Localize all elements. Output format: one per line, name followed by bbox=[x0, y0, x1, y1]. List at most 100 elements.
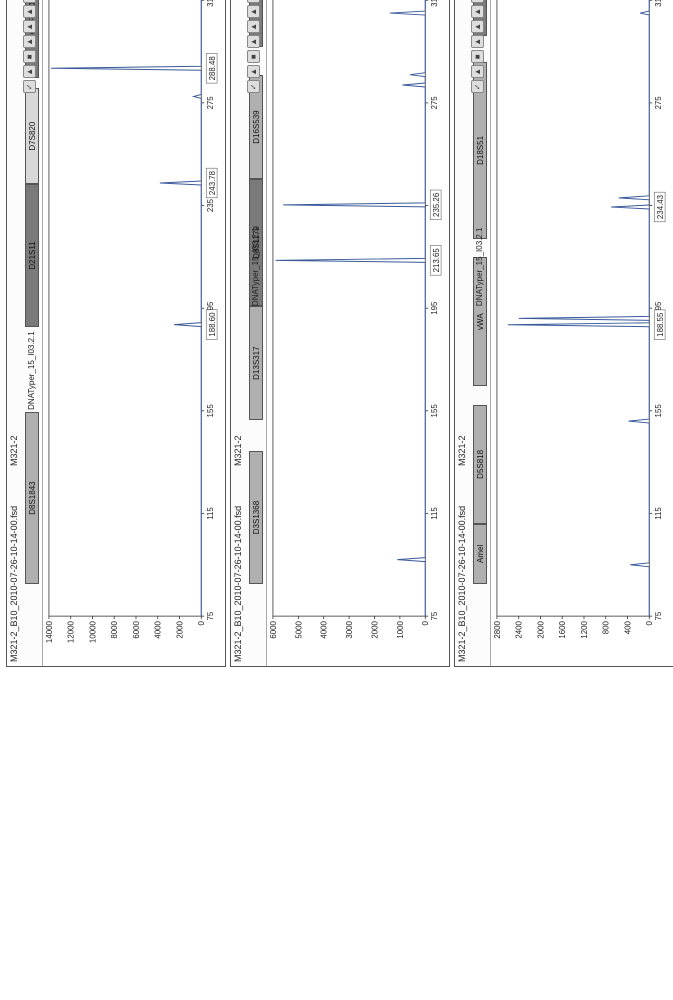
svg-text:400: 400 bbox=[623, 620, 632, 634]
plot-area[interactable]: 0400800120016002000240028007511515519523… bbox=[491, 0, 673, 666]
svg-text:288.48: 288.48 bbox=[208, 56, 217, 81]
toolbar-button[interactable]: ▲ bbox=[247, 65, 260, 78]
plot-area[interactable]: 0100020003000400050006000751151551952352… bbox=[267, 0, 449, 666]
svg-text:1200: 1200 bbox=[580, 620, 589, 638]
sample-id: M321-2 bbox=[9, 435, 19, 466]
panel: M321-2_B10_2010-07-26-10-14-00.fsd M321-2… bbox=[6, 0, 226, 667]
file-name: M321-2_B10_2010-07-26-10-14-00.fsd bbox=[233, 506, 243, 662]
locus-bar[interactable]: D8S1843 bbox=[25, 412, 39, 583]
svg-text:14000: 14000 bbox=[45, 620, 54, 643]
panel-header: M321-2_B10_2010-07-26-10-14-00.fsd M321-2… bbox=[7, 0, 43, 666]
plot-svg: 0 2000 4000 6000 8000 10000 12000 14000 75 115 155… bbox=[43, 0, 225, 666]
toolbar-button[interactable]: ▲ bbox=[23, 35, 36, 48]
plot-svg: 0400800120016002000240028007511515519523… bbox=[491, 0, 673, 666]
toolbar-button[interactable]: ✓ bbox=[247, 80, 260, 93]
svg-text:75: 75 bbox=[206, 611, 215, 620]
panel: M321-2_B10_2010-07-26-10-14-00.fsd M321-2… bbox=[454, 0, 673, 667]
method-name: DNATyper_15_I03.2.1 bbox=[473, 228, 487, 307]
toolbar-button[interactable]: ✓ bbox=[471, 80, 484, 93]
svg-text:155: 155 bbox=[654, 404, 663, 418]
panel-header: M321-2_B10_2010-07-26-10-14-00.fsd M321-2… bbox=[455, 0, 491, 666]
toolbar-button[interactable]: ▲ bbox=[23, 0, 36, 3]
svg-text:275: 275 bbox=[206, 96, 215, 110]
svg-text:5000: 5000 bbox=[294, 620, 303, 638]
svg-text:234.43: 234.43 bbox=[656, 194, 665, 219]
locus-bar[interactable]: D7S820 bbox=[25, 88, 39, 184]
panel-header: M321-2_B10_2010-07-26-10-14-00.fsd M321-2… bbox=[231, 0, 267, 666]
svg-text:10000: 10000 bbox=[88, 620, 97, 643]
svg-text:315: 315 bbox=[206, 0, 215, 7]
panel: M321-2_B10_2010-07-26-10-14-00.fsd M321-2… bbox=[230, 0, 450, 667]
svg-text:315: 315 bbox=[654, 0, 663, 7]
svg-text:188.55: 188.55 bbox=[656, 312, 665, 337]
svg-text:4000: 4000 bbox=[154, 620, 163, 638]
file-name: M321-2_B10_2010-07-26-10-14-00.fsd bbox=[9, 506, 19, 662]
svg-text:6000: 6000 bbox=[132, 620, 141, 638]
svg-text:75: 75 bbox=[654, 611, 663, 620]
svg-text:155: 155 bbox=[206, 404, 215, 418]
svg-text:1600: 1600 bbox=[558, 620, 567, 638]
svg-text:235: 235 bbox=[206, 198, 215, 212]
toolbar-button[interactable]: ■ bbox=[23, 50, 36, 63]
toolbar-button[interactable]: ▲ bbox=[247, 35, 260, 48]
toolbar-button[interactable]: ▲ bbox=[247, 0, 260, 3]
svg-text:0: 0 bbox=[421, 620, 430, 625]
locus-bar[interactable]: D3S1368 bbox=[249, 451, 263, 583]
locus-toolbar: ✓▲■▲▲▲▲● bbox=[471, 0, 484, 93]
svg-text:4000: 4000 bbox=[320, 620, 329, 638]
svg-text:6000: 6000 bbox=[269, 620, 278, 638]
svg-text:12000: 12000 bbox=[67, 620, 76, 643]
toolbar-button[interactable]: ▲ bbox=[471, 20, 484, 33]
svg-text:235.26: 235.26 bbox=[432, 192, 441, 217]
svg-text:315: 315 bbox=[430, 0, 439, 7]
svg-text:75: 75 bbox=[430, 611, 439, 620]
svg-text:155: 155 bbox=[430, 404, 439, 418]
toolbar-button[interactable]: ▲ bbox=[23, 20, 36, 33]
svg-text:115: 115 bbox=[206, 507, 215, 520]
svg-text:275: 275 bbox=[430, 96, 439, 110]
electropherogram-view: M321-2_B10_2010-07-26-10-14-00.fsd M321-2… bbox=[0, 0, 673, 673]
locus-bar[interactable]: D21S11 bbox=[25, 184, 39, 327]
toolbar-button[interactable]: ▲ bbox=[471, 65, 484, 78]
svg-text:188.60: 188.60 bbox=[208, 312, 217, 337]
svg-text:2800: 2800 bbox=[493, 620, 502, 638]
svg-text:0: 0 bbox=[645, 620, 654, 625]
svg-text:213.65: 213.65 bbox=[432, 248, 441, 273]
locus-toolbar: ✓▲■▲▲▲▲● bbox=[247, 0, 260, 93]
toolbar-button[interactable]: ■ bbox=[471, 50, 484, 63]
locus-bar[interactable]: Amel bbox=[473, 524, 487, 584]
toolbar-button[interactable]: ✓ bbox=[23, 80, 36, 93]
svg-text:2000: 2000 bbox=[370, 620, 379, 638]
toolbar-button[interactable]: ▲ bbox=[247, 5, 260, 18]
svg-text:2000: 2000 bbox=[536, 620, 545, 638]
svg-text:195: 195 bbox=[430, 301, 439, 315]
locus-toolbar: ✓▲■▲▲▲▲● bbox=[23, 0, 36, 93]
method-name: DNATyper_15_I03.2.1 bbox=[249, 228, 263, 307]
svg-text:1000: 1000 bbox=[396, 620, 405, 638]
sample-id: M321-2 bbox=[457, 435, 467, 466]
svg-text:800: 800 bbox=[602, 620, 611, 634]
file-name: M321-2_B10_2010-07-26-10-14-00.fsd bbox=[457, 506, 467, 662]
locus-bar[interactable]: D5S818 bbox=[473, 405, 487, 524]
svg-text:8000: 8000 bbox=[110, 620, 119, 638]
toolbar-button[interactable]: ▲ bbox=[23, 65, 36, 78]
method-name: DNATyper_15_I03.2.1 bbox=[25, 331, 39, 410]
svg-text:2400: 2400 bbox=[515, 620, 524, 638]
plot-svg: 0100020003000400050006000751151551952352… bbox=[267, 0, 449, 666]
svg-text:3000: 3000 bbox=[345, 620, 354, 638]
toolbar-button[interactable]: ■ bbox=[247, 50, 260, 63]
svg-text:115: 115 bbox=[654, 507, 663, 520]
svg-text:115: 115 bbox=[430, 507, 439, 520]
svg-text:275: 275 bbox=[654, 96, 663, 110]
toolbar-button[interactable]: ▲ bbox=[247, 20, 260, 33]
toolbar-button[interactable]: ▲ bbox=[471, 0, 484, 3]
toolbar-button[interactable]: ▲ bbox=[471, 35, 484, 48]
toolbar-button[interactable]: ▲ bbox=[471, 5, 484, 18]
sample-id: M321-2 bbox=[233, 435, 243, 466]
plot-area[interactable]: 0 2000 4000 6000 8000 10000 12000 14000 75 115 155… bbox=[43, 0, 225, 666]
svg-text:2000: 2000 bbox=[175, 620, 184, 638]
toolbar-button[interactable]: ▲ bbox=[23, 5, 36, 18]
locus-bar[interactable]: D13S317 bbox=[249, 306, 263, 420]
svg-text:0: 0 bbox=[197, 620, 206, 625]
svg-text:243.78: 243.78 bbox=[208, 170, 217, 195]
